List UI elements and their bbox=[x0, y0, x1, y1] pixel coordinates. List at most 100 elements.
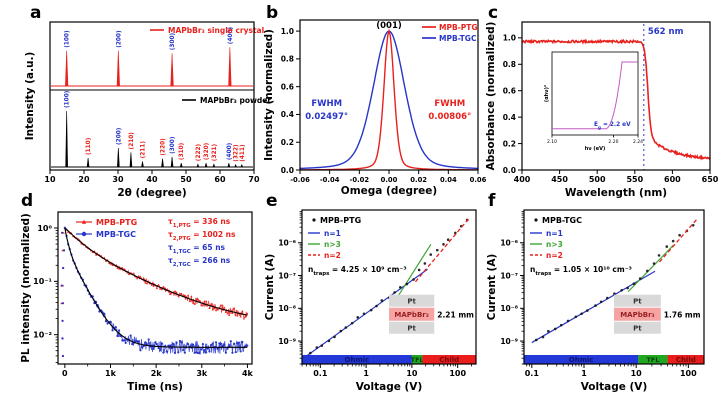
f-legend-n>3: n>3 bbox=[546, 240, 563, 249]
d-lifetime-annotation: τ1,TGC = 65 ns bbox=[168, 243, 226, 255]
xrd-peak bbox=[170, 156, 174, 168]
svg-text:400: 400 bbox=[514, 175, 531, 184]
panel-label-f: f bbox=[488, 191, 496, 211]
iv-data-point bbox=[585, 309, 589, 312]
iv-data-point bbox=[429, 253, 433, 256]
svg-text:0.02: 0.02 bbox=[410, 176, 427, 184]
xrd-peak bbox=[117, 147, 120, 168]
iv-data-point bbox=[344, 326, 348, 329]
xrd-peak-label: (222) bbox=[196, 143, 202, 161]
iv-data-point bbox=[553, 327, 557, 331]
e-sample-label: MPB-PTG bbox=[320, 216, 361, 225]
iv-data-point bbox=[435, 248, 439, 252]
region-TFL bbox=[638, 355, 668, 364]
svg-text:500: 500 bbox=[589, 175, 606, 184]
e-legend-n>3: n>3 bbox=[324, 240, 341, 249]
svg-text:550: 550 bbox=[626, 175, 643, 184]
xrd-peak-label: (210) bbox=[129, 132, 135, 150]
c-bandgap-wavelength-label: 562 nm bbox=[648, 27, 684, 37]
e-legend-n=1: n=1 bbox=[324, 229, 341, 238]
f-thickness-label: 1.76 mm bbox=[664, 311, 701, 320]
f-legend-n=2: n=2 bbox=[546, 251, 563, 260]
iv-data-point bbox=[678, 233, 681, 237]
f-sample-label: MPB-TGC bbox=[542, 216, 582, 225]
iv-data-point bbox=[405, 282, 409, 286]
c-inset-frame bbox=[551, 51, 639, 136]
svg-text:10: 10 bbox=[631, 369, 643, 378]
panel-a-xrd-chart: 10 20 30 40 50 60 70 2θ (degree) Intensity (a.u.… bbox=[24, 21, 271, 199]
region-label-Ohmic: Ohmic bbox=[345, 356, 370, 364]
svg-text:-0.02: -0.02 bbox=[350, 176, 370, 184]
device-layer-MAPbBr₃ bbox=[614, 307, 661, 321]
d-lifetime-annotation: τ2,PTG = 1002 ns bbox=[168, 230, 236, 242]
xrd-peak-label: (320) bbox=[204, 142, 210, 160]
svg-text:10⁻⁹: 10⁻⁹ bbox=[500, 337, 518, 346]
iv-data-point bbox=[417, 268, 421, 272]
region-TFL bbox=[411, 355, 423, 364]
svg-text:0.1: 0.1 bbox=[313, 369, 328, 378]
svg-text:0.04: 0.04 bbox=[440, 176, 457, 184]
iv-data-point bbox=[446, 238, 450, 242]
svg-text:10⁰: 10⁰ bbox=[37, 224, 52, 233]
device-layer-label: MAPbBr₃ bbox=[394, 311, 428, 319]
xrd-peak-label: (200) bbox=[116, 127, 122, 145]
e-legend-n=2: n=2 bbox=[324, 251, 341, 260]
device-layer-label: Pt bbox=[633, 297, 642, 305]
svg-text:10: 10 bbox=[44, 175, 56, 184]
iv-data-point bbox=[309, 351, 312, 355]
c-inset-eg-label: Eg = 2.2 eV bbox=[594, 122, 631, 130]
iv-data-point bbox=[691, 223, 695, 227]
svg-text:0.0: 0.0 bbox=[281, 166, 294, 175]
d-x-axis-label: Time (ns) bbox=[127, 381, 183, 393]
iv-data-point bbox=[566, 319, 570, 323]
xrd-peak bbox=[212, 163, 216, 168]
svg-text:1: 1 bbox=[363, 369, 369, 378]
e-ntraps-annotation: ntraps = 4.25 × 10⁹ cm⁻³ bbox=[308, 265, 407, 277]
xrd-peak-label: (400) bbox=[227, 142, 233, 160]
svg-text:0.4: 0.4 bbox=[503, 113, 516, 122]
svg-text:-0.04: -0.04 bbox=[320, 176, 340, 184]
region-label-Child: Child bbox=[676, 356, 696, 364]
pl-fit-curve-MPB-PTG bbox=[64, 227, 248, 316]
pl-decay-data-MPB-PTG bbox=[64, 227, 248, 320]
iv-data-point bbox=[594, 304, 597, 307]
svg-text:0.6: 0.6 bbox=[503, 87, 516, 96]
svg-text:10⁻⁶: 10⁻⁶ bbox=[278, 239, 296, 248]
xrd-peak-label: (411) bbox=[240, 144, 246, 162]
iv-data-point bbox=[412, 278, 415, 281]
iv-data-point bbox=[638, 277, 642, 280]
b-legend-MPB-TGC: MPB-TGC bbox=[439, 34, 477, 43]
xrd-peak bbox=[179, 163, 183, 168]
svg-text:10⁻⁹: 10⁻⁹ bbox=[278, 337, 296, 346]
iv-data-point bbox=[626, 286, 629, 290]
b-x-axis-label: Omega (degree) bbox=[341, 185, 437, 197]
xrd-peak bbox=[65, 110, 68, 168]
panel-b-rocking-curve: -0.06 -0.04 -0.02 0.00 0.02 0.04 0.06 0.0 0.2 0.4… bbox=[263, 19, 487, 197]
c-y-axis-label: Absorbance (normalized) bbox=[485, 22, 497, 171]
xrd-peak bbox=[234, 164, 238, 168]
svg-text:650: 650 bbox=[702, 175, 719, 184]
svg-text:0.6: 0.6 bbox=[281, 82, 294, 91]
svg-text:10⁻⁸: 10⁻⁸ bbox=[500, 304, 518, 313]
panel-label-d: d bbox=[21, 191, 34, 211]
svg-text:0.1: 0.1 bbox=[525, 369, 540, 378]
f-y-axis-label: Current (A) bbox=[486, 254, 498, 321]
xrd-peak bbox=[86, 158, 90, 168]
svg-text:10⁻⁷: 10⁻⁷ bbox=[278, 271, 296, 280]
panel-f-sclc-chart: 0.1 1 10 100 10⁻⁶ 10⁻⁷ 10⁻⁸ 10⁻⁹ Voltage (V) Curr… bbox=[486, 209, 705, 393]
d-legend-MPB-TGC: MPB-TGC bbox=[96, 230, 136, 239]
region-label-TFL: TFL bbox=[411, 356, 424, 364]
xrd-peak bbox=[196, 163, 200, 168]
iv-data-point bbox=[362, 312, 366, 316]
iv-data-point bbox=[580, 312, 583, 316]
iv-data-point bbox=[315, 346, 319, 349]
svg-text:40: 40 bbox=[146, 175, 158, 184]
a-x-axis-label: 2θ (degree) bbox=[117, 187, 186, 199]
xrd-peak-label: (110) bbox=[86, 137, 92, 155]
svg-text:20: 20 bbox=[78, 175, 90, 184]
d-lifetime-annotation: τ1,PTG = 336 ns bbox=[168, 217, 231, 229]
iv-data-point bbox=[442, 243, 445, 246]
xrd-peak bbox=[240, 164, 244, 168]
iv-data-point bbox=[534, 338, 538, 342]
a-y-axis-label: Intensity (a.u.) bbox=[24, 52, 36, 141]
